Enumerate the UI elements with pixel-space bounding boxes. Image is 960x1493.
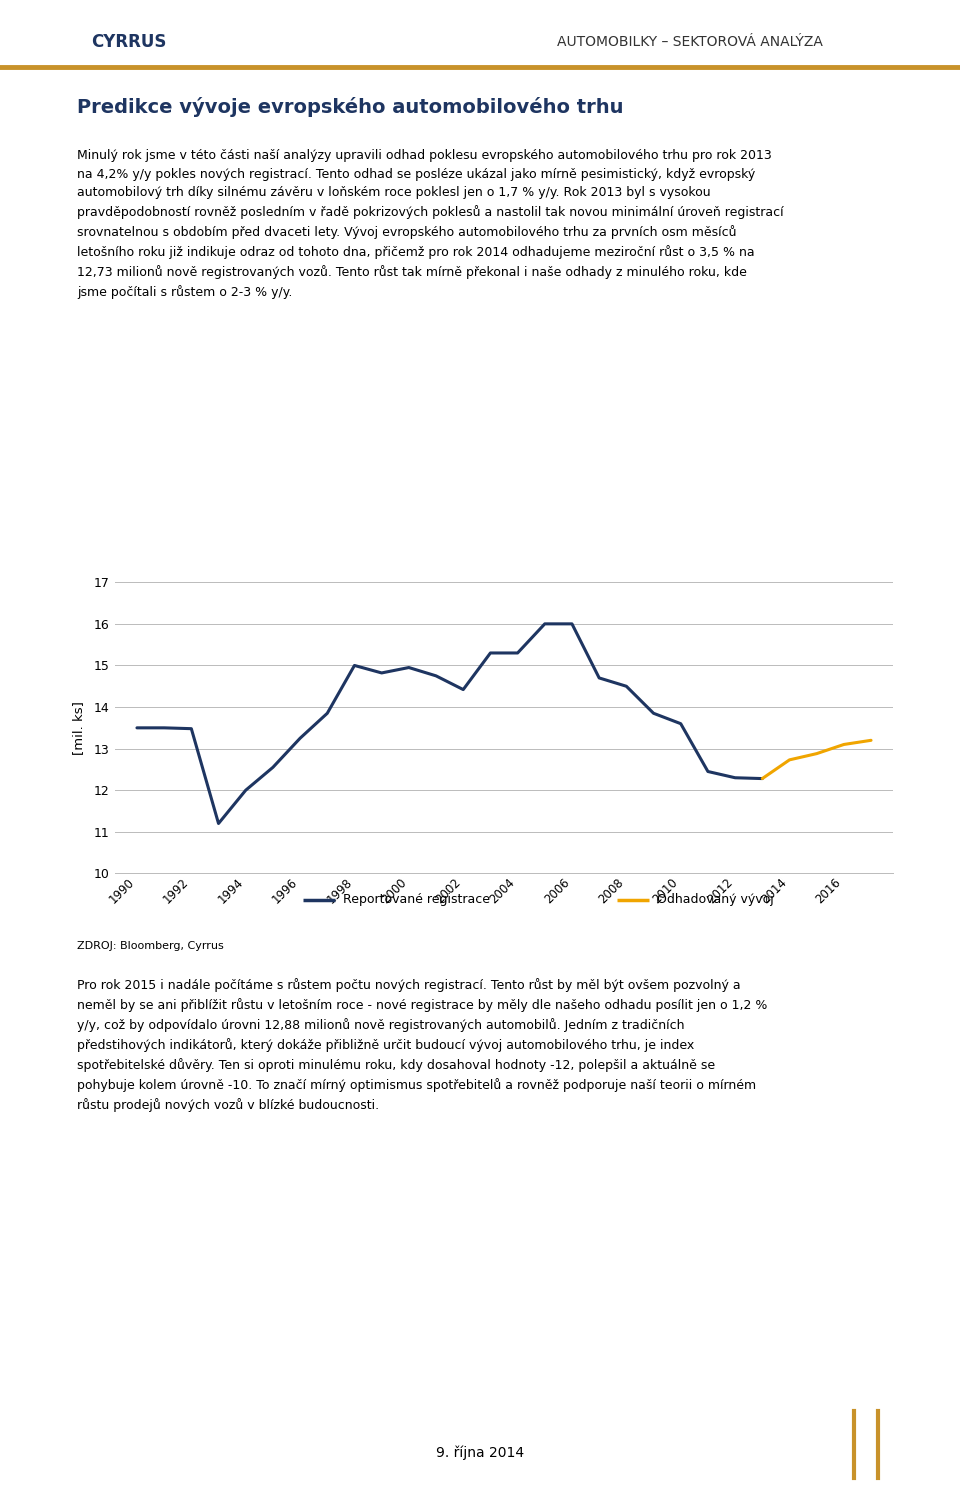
Text: Pro rok 2015 i nadále počítáme s růstem počtu nových registrací. Tento růst by m: Pro rok 2015 i nadále počítáme s růstem … bbox=[77, 978, 767, 1112]
Text: ZDROJ: Bloomberg, Cyrrus: ZDROJ: Bloomberg, Cyrrus bbox=[77, 941, 224, 951]
Text: 9. října 2014: 9. října 2014 bbox=[436, 1445, 524, 1460]
Text: Odhadovaný vývoj: Odhadovaný vývoj bbox=[658, 893, 774, 906]
Text: CYRRUS: CYRRUS bbox=[91, 33, 167, 51]
Y-axis label: [mil. ks]: [mil. ks] bbox=[72, 700, 85, 755]
Text: 11: 11 bbox=[867, 31, 885, 43]
Text: Reportované registrace: Reportované registrace bbox=[343, 893, 490, 906]
Text: C: C bbox=[53, 28, 67, 46]
Text: Registrace nových vozů v Evropě (EU27+EFTA) včetně predikce: Registrace nových vozů v Evropě (EU27+EF… bbox=[218, 548, 742, 564]
Text: Predikce vývoje evropského automobilového trhu: Predikce vývoje evropského automobilovéh… bbox=[77, 97, 623, 116]
Text: Minulý rok jsme v této části naší analýzy upravili odhad poklesu evropského auto: Minulý rok jsme v této části naší analýz… bbox=[77, 149, 783, 299]
Text: AUTOMOBILKY – SEKTOROVÁ ANALÝZA: AUTOMOBILKY – SEKTOROVÁ ANALÝZA bbox=[557, 34, 823, 49]
